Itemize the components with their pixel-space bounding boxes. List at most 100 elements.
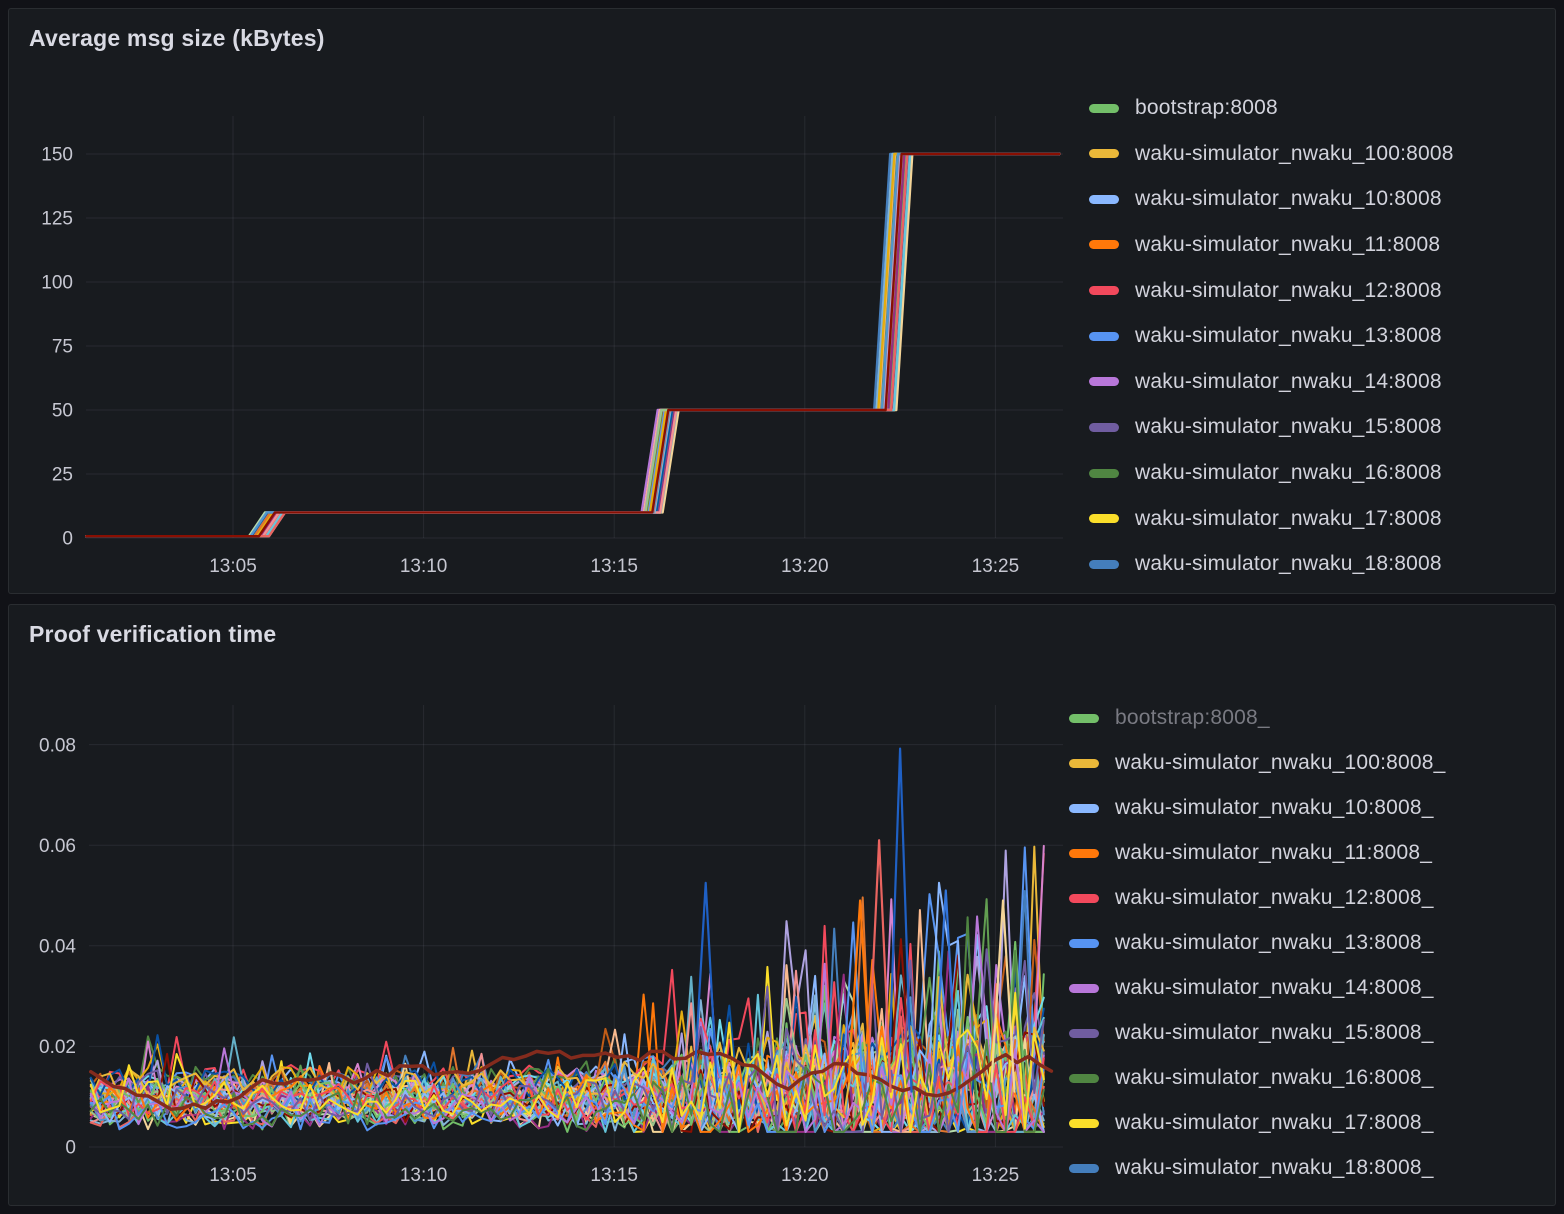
svg-text:13:15: 13:15 xyxy=(590,556,638,577)
legend-label: waku-simulator_nwaku_100:8008_ xyxy=(1115,751,1446,774)
legend-item[interactable]: waku-simulator_nwaku_12:8008 xyxy=(1089,277,1442,305)
legend: bootstrap:8008 waku-simulator_nwaku_100:8… xyxy=(9,9,1555,593)
y-tick-labels: 0 25 50 75 100 125 150 xyxy=(41,145,73,550)
legend-item[interactable]: bootstrap:8008 xyxy=(1089,94,1278,122)
legend-label: waku-simulator_nwaku_16:8008_ xyxy=(1115,1066,1434,1089)
svg-text:50: 50 xyxy=(52,401,73,422)
legend-item[interactable]: waku-simulator_nwaku_17:8008_ xyxy=(1069,1109,1434,1137)
legend-item[interactable]: waku-simulator_nwaku_11:8008_ xyxy=(1069,839,1432,867)
legend-swatch xyxy=(1089,559,1119,569)
legend-item[interactable]: waku-simulator_nwaku_18:8008_ xyxy=(1069,1154,1434,1182)
svg-text:0.02: 0.02 xyxy=(39,1037,76,1058)
legend-label: waku-simulator_nwaku_11:8008 xyxy=(1135,232,1441,256)
legend-label: waku-simulator_nwaku_18:8008 xyxy=(1135,552,1442,576)
legend-swatch xyxy=(1069,938,1099,948)
svg-text:100: 100 xyxy=(41,273,73,294)
svg-text:13:15: 13:15 xyxy=(590,1165,638,1186)
x-tick-labels: 13:05 13:10 13:15 13:20 13:25 xyxy=(209,1165,1019,1186)
series-lines xyxy=(89,747,1054,1133)
legend-label: bootstrap:8008 xyxy=(1135,96,1278,119)
legend-item[interactable]: bootstrap:8008_ xyxy=(1069,704,1270,732)
svg-text:125: 125 xyxy=(41,209,73,230)
legend-label: waku-simulator_nwaku_15:8008 xyxy=(1135,415,1442,439)
svg-text:13:10: 13:10 xyxy=(400,556,448,577)
svg-text:0.08: 0.08 xyxy=(39,735,76,756)
legend-swatch xyxy=(1089,331,1119,341)
panel-proof-verification-time: 0 0.02 0.04 0.06 0.08 13:05 13:10 13:15 13:20 13:… xyxy=(8,604,1556,1206)
panel-title[interactable]: Average msg size (kBytes) xyxy=(29,25,325,51)
svg-text:13:05: 13:05 xyxy=(209,1165,257,1186)
legend-label: waku-simulator_nwaku_10:8008_ xyxy=(1115,796,1434,819)
x-tick-labels: 13:05 13:10 13:15 13:20 13:25 xyxy=(209,556,1019,577)
series-lines xyxy=(84,152,1061,538)
legend-swatch xyxy=(1089,377,1119,387)
legend-swatch xyxy=(1069,1163,1099,1173)
svg-text:0.06: 0.06 xyxy=(39,836,76,857)
panel-avg-msg-size: 0 25 50 75 100 125 150 13:05 13:10 13:15 13:20 13:2… xyxy=(8,8,1556,594)
legend-label: waku-simulator_nwaku_14:8008 xyxy=(1135,369,1442,393)
svg-text:150: 150 xyxy=(41,145,73,166)
svg-text:0: 0 xyxy=(65,1138,76,1159)
legend-label: waku-simulator_nwaku_13:8008_ xyxy=(1115,931,1434,954)
legend-swatch xyxy=(1089,103,1119,113)
legend-swatch xyxy=(1069,983,1099,993)
svg-text:75: 75 xyxy=(52,337,73,358)
legend-item[interactable]: waku-simulator_nwaku_15:8008 xyxy=(1089,413,1442,441)
legend-swatch xyxy=(1089,149,1119,159)
legend-item[interactable]: waku-simulator_nwaku_100:8008_ xyxy=(1069,749,1446,777)
legend-swatch xyxy=(1089,194,1119,204)
legend-item[interactable]: waku-simulator_nwaku_13:8008_ xyxy=(1069,929,1434,957)
legend-label: waku-simulator_nwaku_12:8008_ xyxy=(1115,886,1434,909)
svg-text:13:25: 13:25 xyxy=(972,556,1020,577)
legend-swatch xyxy=(1069,713,1099,723)
svg-text:13:05: 13:05 xyxy=(209,556,257,577)
legend-label: waku-simulator_nwaku_15:8008_ xyxy=(1115,1021,1434,1044)
legend-swatch xyxy=(1089,286,1119,296)
legend-label: waku-simulator_nwaku_17:8008 xyxy=(1135,506,1442,530)
legend-label: bootstrap:8008_ xyxy=(1115,706,1270,729)
legend: bootstrap:8008_ waku-simulator_nwaku_100:… xyxy=(9,605,1555,1205)
legend-swatch xyxy=(1069,1028,1099,1038)
legend-label: waku-simulator_nwaku_18:8008_ xyxy=(1115,1156,1434,1179)
legend-swatch xyxy=(1069,803,1099,813)
legend-swatch xyxy=(1089,422,1119,432)
legend-label: waku-simulator_nwaku_100:8008 xyxy=(1135,141,1454,165)
legend-item[interactable]: waku-simulator_nwaku_10:8008 xyxy=(1089,185,1442,213)
legend-item[interactable]: waku-simulator_nwaku_17:8008 xyxy=(1089,505,1442,533)
y-tick-labels: 0 0.02 0.04 0.06 0.08 xyxy=(39,735,76,1158)
legend-swatch xyxy=(1069,1118,1099,1128)
svg-text:0.04: 0.04 xyxy=(39,936,76,957)
legend-item[interactable]: waku-simulator_nwaku_11:8008 xyxy=(1089,231,1440,259)
legend-item[interactable]: waku-simulator_nwaku_14:8008 xyxy=(1089,368,1442,396)
svg-text:13:20: 13:20 xyxy=(781,556,829,577)
svg-text:13:20: 13:20 xyxy=(781,1165,829,1186)
legend-swatch xyxy=(1069,848,1099,858)
legend-item[interactable]: waku-simulator_nwaku_16:8008_ xyxy=(1069,1064,1434,1092)
legend-item[interactable]: waku-simulator_nwaku_13:8008 xyxy=(1089,322,1442,350)
legend-label: waku-simulator_nwaku_14:8008_ xyxy=(1115,976,1434,999)
avg-msg-size-chart[interactable]: 0 25 50 75 100 125 150 13:05 13:10 13:15 13:20 13:2… xyxy=(9,9,1555,593)
legend-item[interactable]: waku-simulator_nwaku_15:8008_ xyxy=(1069,1019,1434,1047)
legend-swatch xyxy=(1089,468,1119,478)
svg-text:13:10: 13:10 xyxy=(400,1165,448,1186)
legend-item[interactable]: waku-simulator_nwaku_18:8008 xyxy=(1089,550,1442,578)
gridlines xyxy=(86,116,1063,539)
legend-label: waku-simulator_nwaku_11:8008_ xyxy=(1115,841,1433,864)
svg-text:13:25: 13:25 xyxy=(972,1165,1020,1186)
panel-title[interactable]: Proof verification time xyxy=(29,621,277,647)
legend-label: waku-simulator_nwaku_10:8008 xyxy=(1135,187,1442,211)
legend-label: waku-simulator_nwaku_12:8008 xyxy=(1135,278,1442,302)
legend-swatch xyxy=(1069,758,1099,768)
legend-item[interactable]: waku-simulator_nwaku_16:8008 xyxy=(1089,459,1442,487)
legend-item[interactable]: waku-simulator_nwaku_14:8008_ xyxy=(1069,974,1434,1002)
legend-item[interactable]: waku-simulator_nwaku_100:8008 xyxy=(1089,140,1454,168)
legend-label: waku-simulator_nwaku_16:8008 xyxy=(1135,461,1442,485)
legend-swatch xyxy=(1069,1073,1099,1083)
svg-text:25: 25 xyxy=(52,465,73,486)
legend-swatch xyxy=(1089,240,1119,250)
legend-swatch xyxy=(1069,893,1099,903)
svg-text:0: 0 xyxy=(62,529,73,550)
legend-item[interactable]: waku-simulator_nwaku_12:8008_ xyxy=(1069,884,1434,912)
legend-item[interactable]: waku-simulator_nwaku_10:8008_ xyxy=(1069,794,1434,822)
